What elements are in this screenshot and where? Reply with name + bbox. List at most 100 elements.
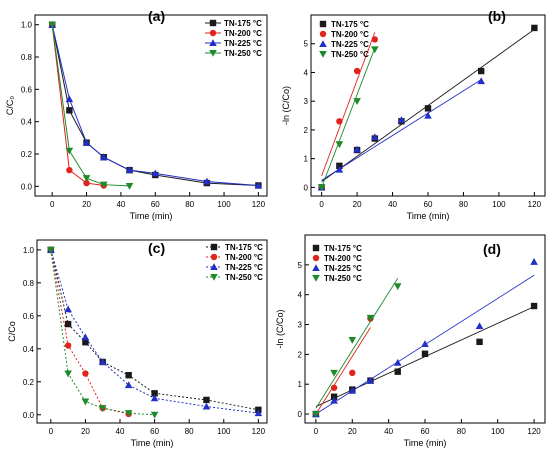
legend-label: TN-200 °C [224,29,262,38]
x-tick-label: 120 [527,427,541,436]
series-line [51,24,104,186]
data-point [393,283,402,291]
y-tick-label: 0.4 [23,345,35,354]
data-point [394,368,401,375]
x-axis-title: Time (min) [131,438,174,448]
legend-marker [210,253,218,261]
x-tick-label: 0 [50,200,55,209]
legend-label: TN-250 °C [324,274,362,283]
x-tick-label: 20 [81,427,90,436]
series-line [50,249,129,415]
data-point [124,410,133,417]
x-tick-label: 0 [319,200,324,209]
legend-marker [209,49,217,57]
legend-label: TN-175 °C [225,243,263,252]
data-point [47,246,55,254]
series-tn-225 [47,246,263,417]
series-tn-225 [317,77,485,191]
y-tick-label: 3 [298,321,303,330]
y-tick-label: 0.0 [23,411,35,420]
x-tick-label: 120 [252,200,266,209]
data-point [64,305,72,313]
panel-label: (b) [488,8,506,24]
panel-a-plot-frame [34,14,268,197]
y-tick-label: 3 [304,97,309,106]
data-point [366,376,375,384]
legend-marker [210,243,218,251]
fit-line [321,47,376,188]
series-line [50,249,259,414]
data-point [353,98,361,105]
data-point [98,358,107,366]
legend-label: TN-175 °C [224,19,262,28]
data-point [348,386,357,394]
data-point [371,133,379,141]
data-point [64,342,72,349]
series-tn-250 [47,246,159,419]
data-point [202,402,211,410]
panel-d-legend: TN-175 °CTN-200 °CTN-225 °CTN-250 °C [312,244,362,283]
y-axis-title: -ln (C/Co) [275,309,285,348]
x-axis-title: Time (min) [130,211,173,221]
legend-marker [210,263,218,271]
data-point [476,338,483,346]
series-tn-250 [317,46,379,192]
legend-label: TN-225 °C [324,264,362,273]
data-point [82,138,91,146]
data-point [203,396,210,404]
fit-line [315,327,371,415]
panel-a: 0 20 40 60 80 100 120 0.0 0.2 0.4 0.6 0.8 1.0 Time (m… [5,8,268,221]
data-point [330,369,338,377]
x-tick-label: 100 [491,427,505,436]
panel-label: (d) [483,241,501,257]
series-line [51,24,259,186]
legend-label: TN-250 °C [224,49,262,58]
x-tick-label: 60 [421,427,430,436]
x-tick-label: 60 [150,427,159,436]
data-point [330,396,338,404]
fit-line [321,79,482,181]
data-point [125,166,134,174]
y-tick-label: 0.8 [23,279,35,288]
data-point [397,116,406,123]
panel-b-legend: TN-175 °CTN-200 °CTN-225 °CTN-250 °C [319,20,369,59]
panel-d: 0 20 40 60 80 100 120 0 1 2 3 4 5 Time (min) -ln (C/Co… [275,234,546,448]
data-point [353,67,361,75]
data-point [349,369,356,377]
data-point [254,409,263,417]
data-point [421,350,429,357]
data-point [99,153,108,161]
x-tick-label: 0 [49,427,54,436]
data-point [64,320,72,328]
legend-marker [312,264,320,272]
panel-c: 0 20 40 60 80 100 120 0.0 0.2 0.4 0.6 0.8 1.0 Time (m… [7,239,268,448]
x-tick-label: 0 [314,427,319,436]
data-point [81,398,90,406]
y-tick-label: 0 [304,183,309,192]
y-tick-label: 4 [304,68,309,77]
legend-label: TN-225 °C [331,40,369,49]
y-tick-label: 1 [304,155,309,164]
legend-marker [312,274,320,282]
series-tn-250 [48,21,134,190]
y-axis-title: C/C₀ [5,96,15,115]
data-point [151,169,160,177]
y-tick-label: 1 [298,380,303,389]
legend-marker [319,40,327,48]
panel-c-legend: TN-175 °CTN-200 °CTN-225 °CTN-250 °C [206,243,263,282]
data-point [82,339,89,346]
y-tick-label: 0.2 [23,378,35,387]
legend-label: TN-175 °C [324,244,362,253]
x-axis-title: Time (min) [407,211,450,221]
data-point [66,166,73,174]
legend-marker [312,254,320,262]
panel-c-plot-frame [36,239,268,424]
data-point [125,182,134,190]
legend-label: TN-200 °C [324,254,362,263]
y-tick-label: 2 [298,350,303,359]
data-point [477,77,485,85]
legend-label: TN-250 °C [331,50,369,59]
x-tick-label: 60 [424,200,433,209]
series-line [50,249,155,416]
data-point [335,141,344,149]
